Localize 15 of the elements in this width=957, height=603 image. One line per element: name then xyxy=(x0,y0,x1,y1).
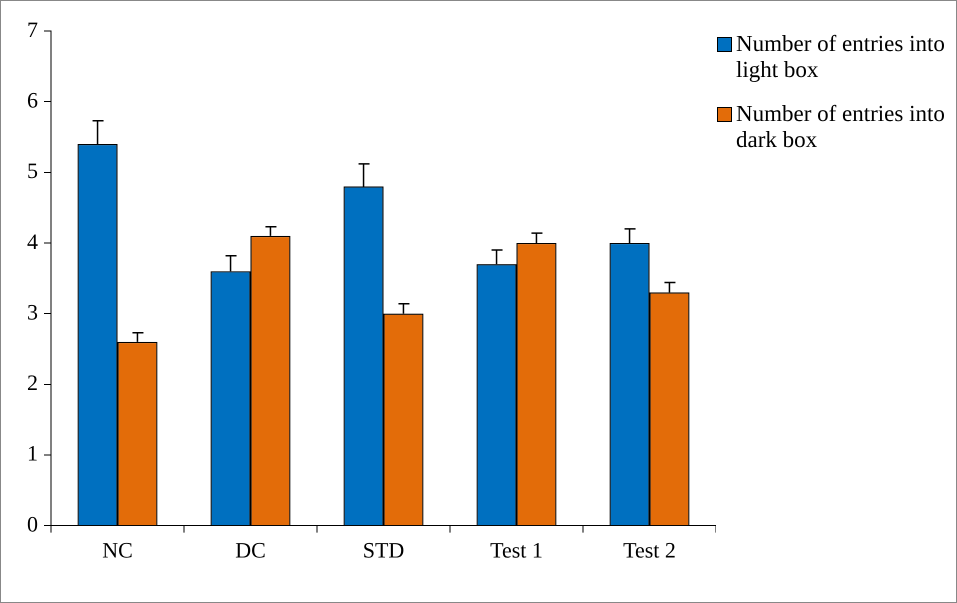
x-tick-label: NC xyxy=(102,538,133,563)
y-tick-label: 4 xyxy=(27,228,38,254)
x-tick-label: STD xyxy=(362,538,404,563)
y-tick-label: 3 xyxy=(27,299,38,324)
y-tick-label: 1 xyxy=(27,440,38,466)
y-tick-label: 0 xyxy=(27,511,38,536)
y-tick-label: 2 xyxy=(27,370,38,396)
legend-label: Number of entries into light box xyxy=(736,31,946,83)
x-tick-label: DC xyxy=(235,538,266,563)
y-tick-label: 7 xyxy=(27,16,38,42)
x-tick-label: Test 1 xyxy=(490,538,543,563)
legend-label: Number of entries into dark box xyxy=(736,101,946,153)
x-tick-label: Test 2 xyxy=(623,538,676,563)
y-tick-label: 5 xyxy=(27,158,38,184)
y-tick-label: 6 xyxy=(27,87,38,112)
